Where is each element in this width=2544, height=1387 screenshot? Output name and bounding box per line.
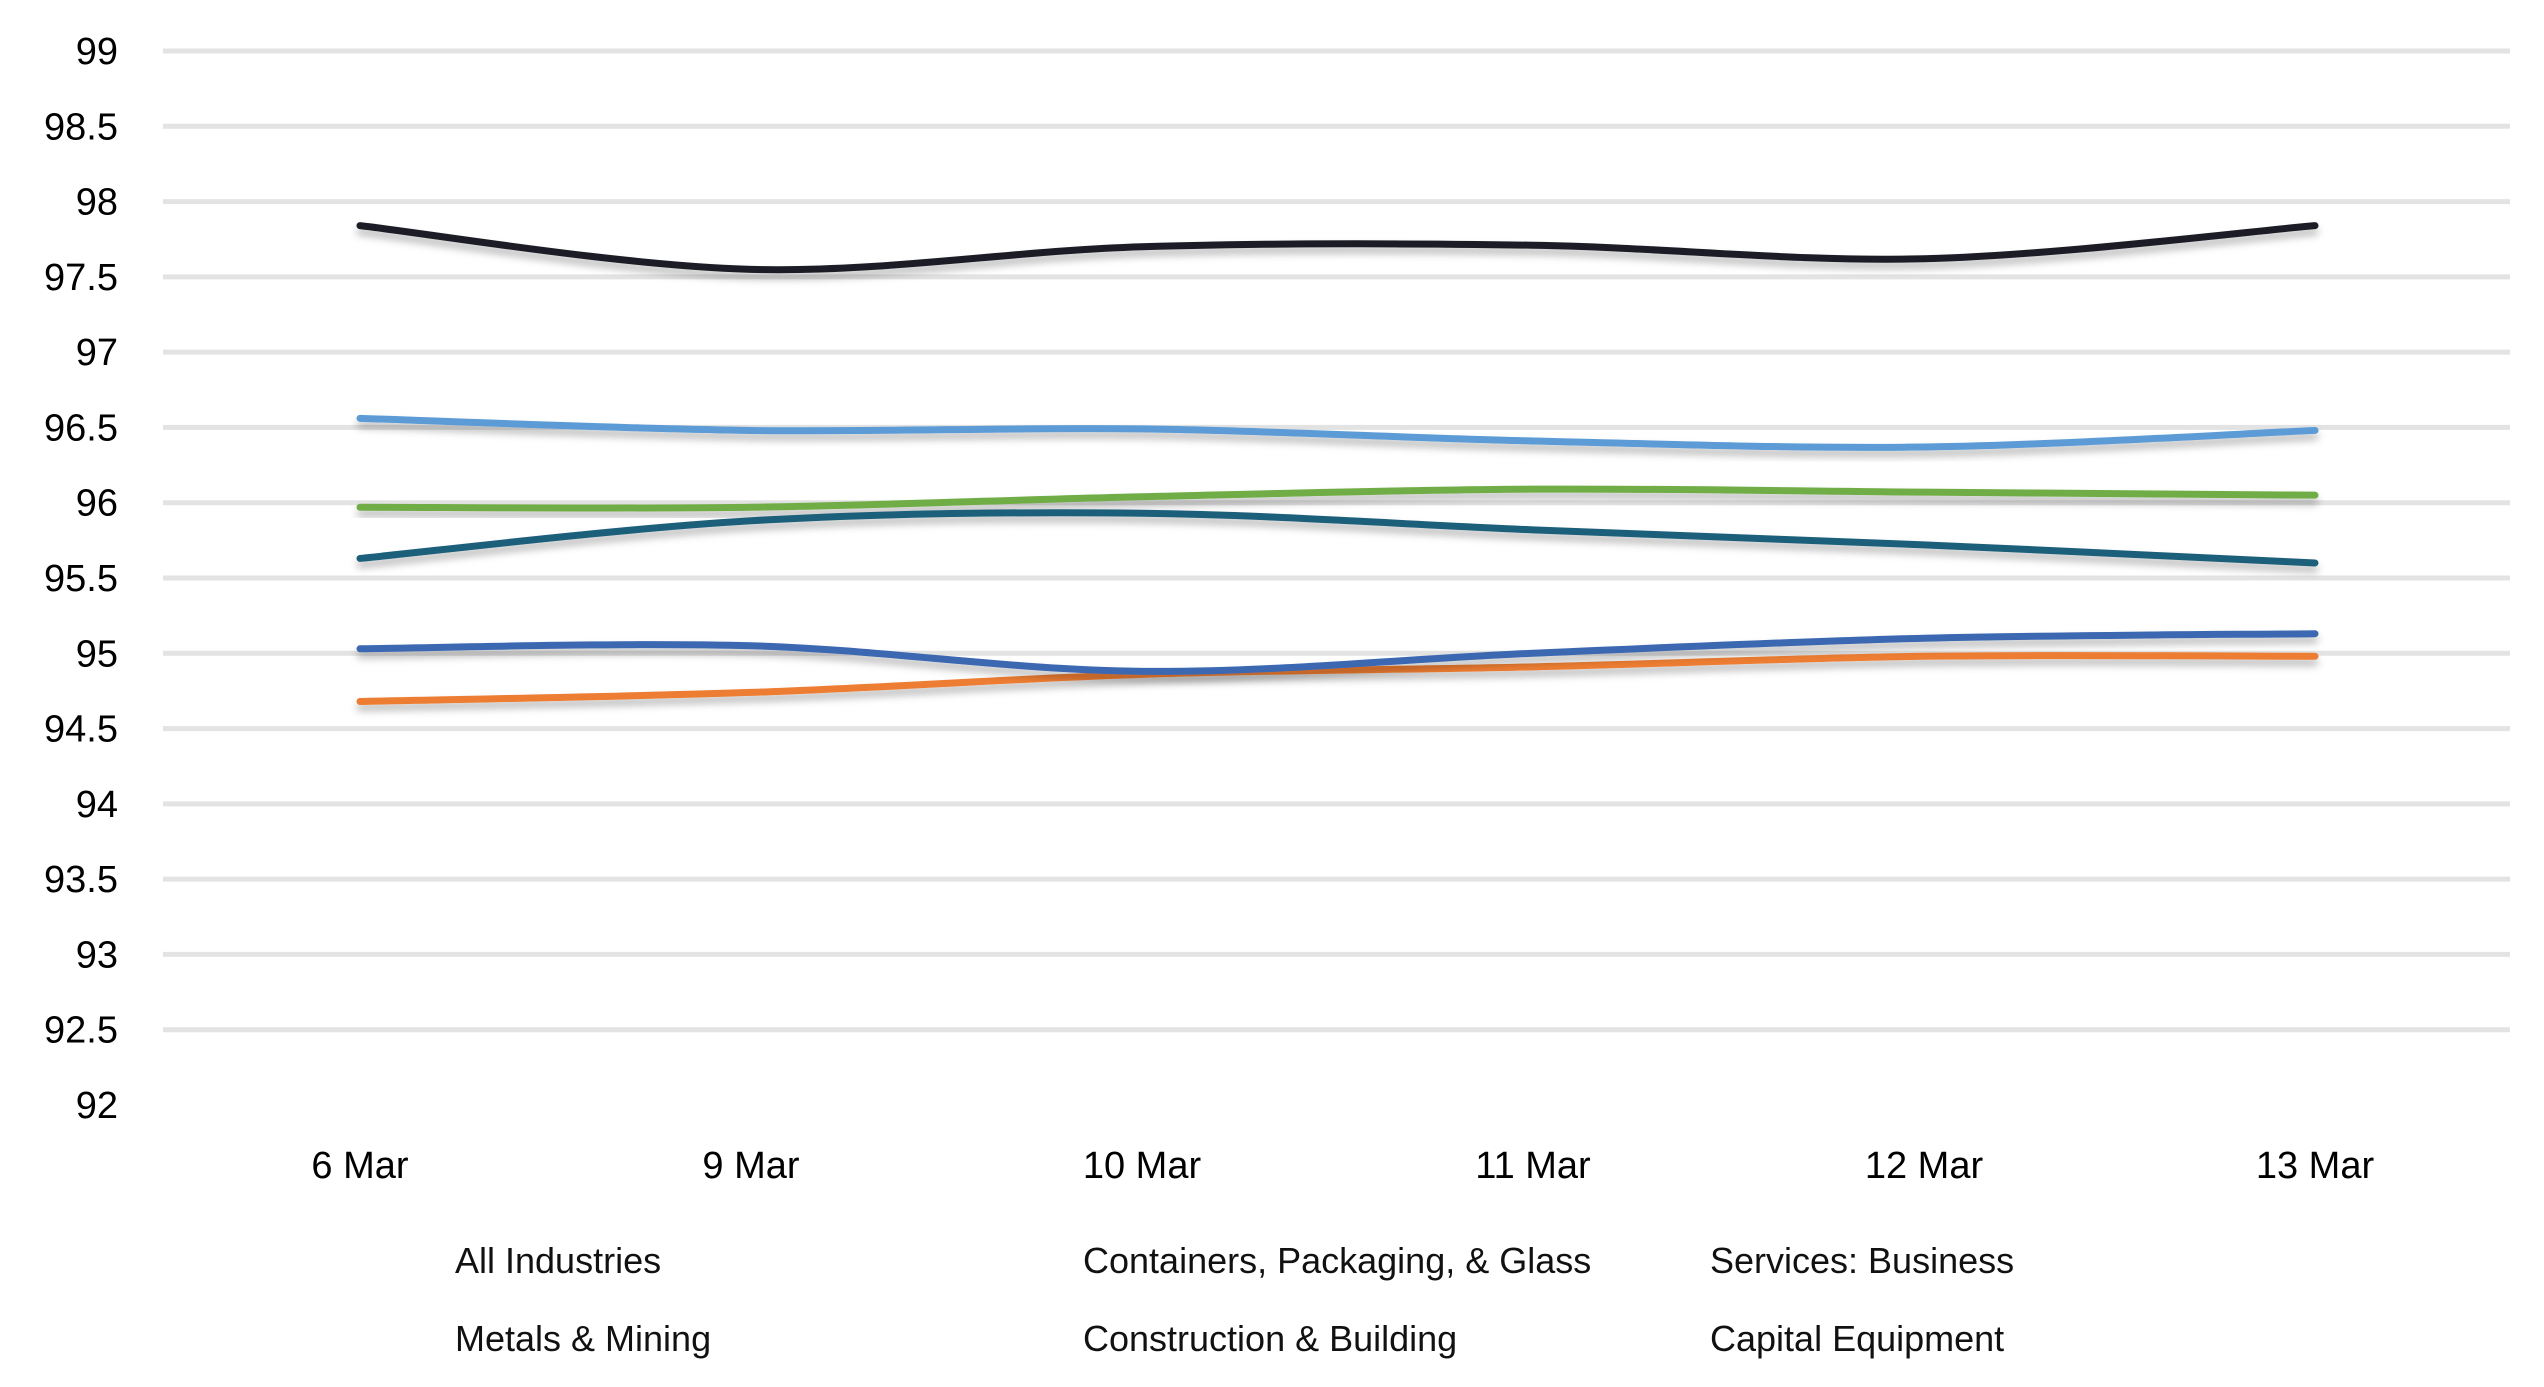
- y-tick-label: 98: [76, 182, 118, 224]
- legend-item-metals-mining: Metals & Mining: [353, 1318, 711, 1359]
- y-tick-label: 97.5: [44, 257, 118, 299]
- legend-label: Capital Equipment: [1710, 1318, 2004, 1359]
- legend-item-all-industries: All Industries: [353, 1240, 661, 1281]
- y-tick-label: 94.5: [44, 709, 118, 751]
- legend-label: Services: Business: [1710, 1240, 2014, 1281]
- series-line-construction-building: [356, 414, 2319, 451]
- y-tick-label: 93: [76, 934, 118, 976]
- x-tick-label: 13 Mar: [2256, 1145, 2375, 1187]
- legend: All Industries Containers, Packaging, & G…: [353, 1240, 2014, 1359]
- series-line-services-business: [356, 652, 2319, 705]
- y-tick-label: 95.5: [44, 558, 118, 600]
- y-tick-label: 99: [76, 31, 118, 73]
- legend-label: Construction & Building: [1083, 1318, 1457, 1359]
- x-tick-label: 10 Mar: [1083, 1145, 1202, 1187]
- y-axis-ticks: 92 92.5 93 93.5 94 94.5 95 95.5 96 96.5 97 97.5 98 98…: [44, 31, 118, 1127]
- y-tick-label: 93.5: [44, 859, 118, 901]
- legend-label: Metals & Mining: [455, 1318, 711, 1359]
- x-tick-label: 11 Mar: [1475, 1145, 1591, 1187]
- x-axis-ticks: 6 Mar 9 Mar 10 Mar 11 Mar 12 Mar 13 Mar: [311, 1145, 2374, 1187]
- series-line-containers-packaging-glass: [356, 509, 2319, 567]
- y-tick-label: 97: [76, 332, 118, 374]
- legend-item-services-business: Services: Business: [1608, 1240, 2014, 1281]
- x-tick-label: 9 Mar: [702, 1145, 799, 1187]
- y-tick-label: 94: [76, 784, 118, 826]
- y-tick-label: 92: [76, 1085, 118, 1127]
- y-tick-label: 98.5: [44, 106, 118, 148]
- series-line-metals-mining: [356, 630, 2319, 675]
- y-tick-label: 95: [76, 633, 118, 675]
- gridlines: [163, 48, 2510, 1033]
- legend-item-containers-packaging-glass: Containers, Packaging, & Glass: [981, 1240, 1591, 1281]
- series-line-capital-equipment: [356, 222, 2319, 274]
- series-lines: [356, 222, 2319, 705]
- legend-item-construction-building: Construction & Building: [981, 1318, 1457, 1359]
- x-tick-label: 12 Mar: [1865, 1145, 1984, 1187]
- legend-label: All Industries: [455, 1240, 661, 1281]
- y-tick-label: 96: [76, 483, 118, 525]
- legend-label: Containers, Packaging, & Glass: [1083, 1240, 1591, 1281]
- legend-item-capital-equipment: Capital Equipment: [1608, 1318, 2004, 1359]
- y-tick-label: 92.5: [44, 1010, 118, 1052]
- x-tick-label: 6 Mar: [311, 1145, 408, 1187]
- series-line-all-industries: [356, 485, 2319, 512]
- y-tick-label: 96.5: [44, 407, 118, 449]
